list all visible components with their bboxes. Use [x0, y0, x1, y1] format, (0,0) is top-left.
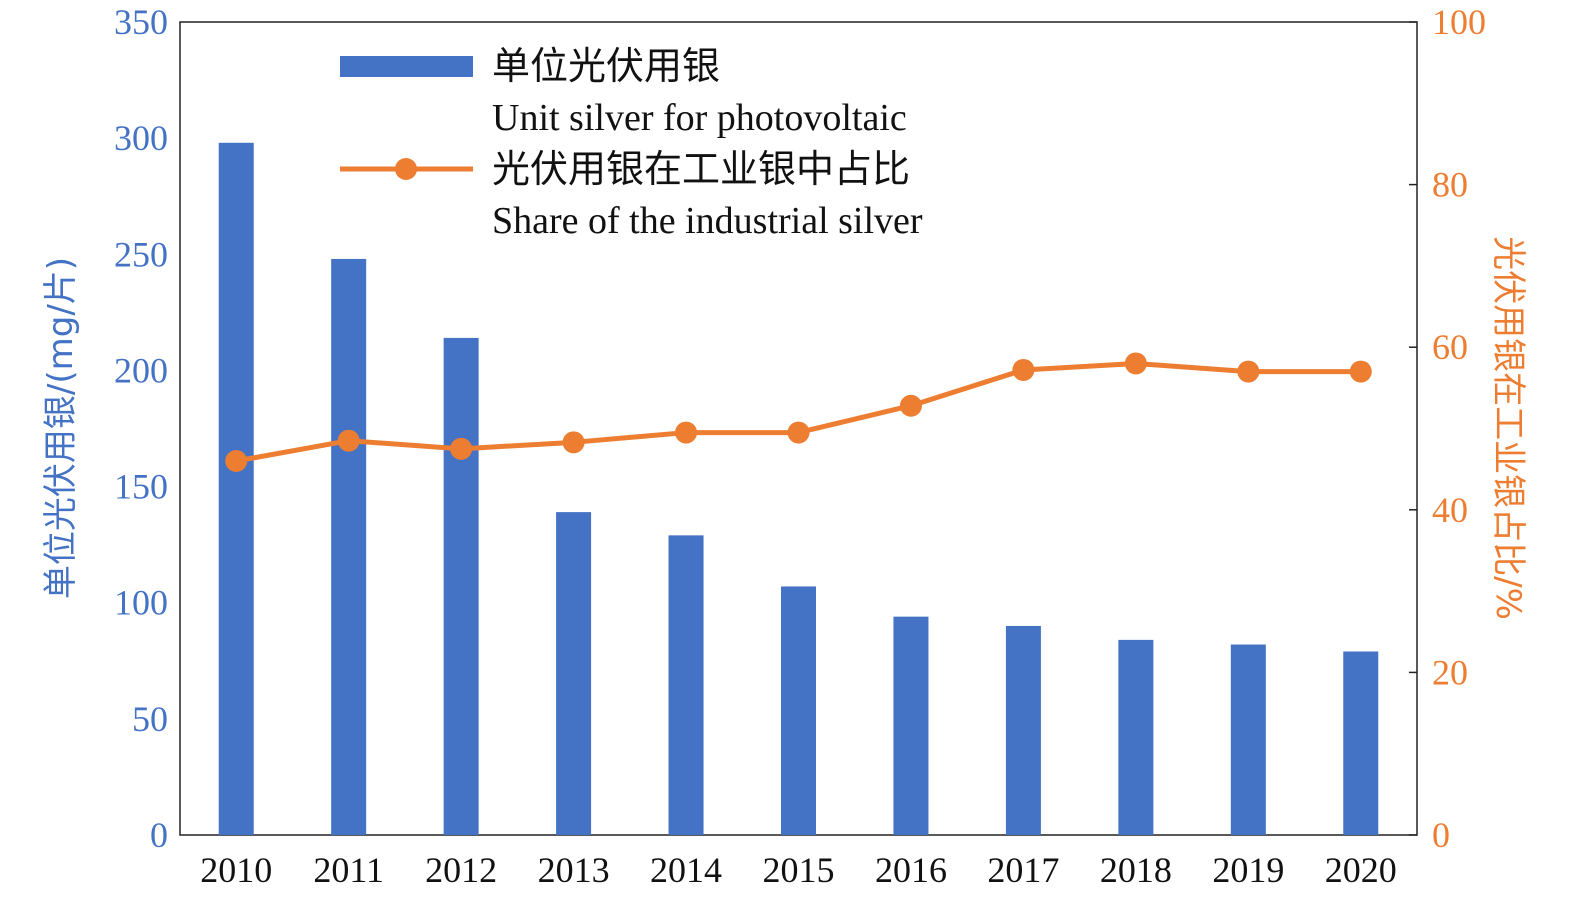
x-tick-label: 2013 — [538, 850, 610, 890]
right-tick-label: 0 — [1432, 815, 1450, 855]
right-tick-label: 60 — [1432, 327, 1468, 367]
legend-line-marker — [395, 158, 417, 180]
x-tick-label: 2012 — [425, 850, 497, 890]
legend-line-label-en: Share of the industrial silver — [492, 200, 923, 242]
x-tick-label: 2011 — [313, 850, 384, 890]
line-layer — [225, 352, 1372, 473]
line-point-2010 — [225, 450, 248, 473]
x-tick-label: 2015 — [763, 850, 835, 890]
x-tick-label: 2010 — [200, 850, 272, 890]
right-tick-label: 100 — [1432, 2, 1486, 42]
bar-2019 — [1230, 644, 1266, 835]
left-tick-label: 250 — [114, 234, 168, 274]
legend-line-label-cn: 光伏用银在工业银中占比 — [492, 149, 910, 191]
bar-2012 — [443, 337, 479, 835]
line-point-2019 — [1237, 360, 1260, 383]
right-axis-ticks: 0 20 40 60 80 100 — [1409, 2, 1486, 855]
left-axis-ticks: 0 50 100 150 200 250 300 350 — [114, 2, 168, 855]
legend-bar-label-en: Unit silver for photovoltaic — [492, 97, 907, 139]
line-point-2012 — [450, 437, 473, 460]
right-tick-label: 20 — [1432, 652, 1468, 692]
bar-2010 — [218, 142, 254, 835]
left-tick-label: 0 — [150, 815, 168, 855]
left-tick-label: 50 — [132, 699, 168, 739]
line-point-2015 — [787, 421, 810, 444]
legend-bar-label-cn: 单位光伏用银 — [492, 46, 720, 88]
bar-2013 — [556, 512, 592, 835]
legend: 单位光伏用银 Unit silver for photovoltaic 光伏用银… — [340, 46, 923, 242]
share-line — [235, 360, 1361, 464]
line-point-2013 — [562, 431, 585, 454]
bar-2020 — [1343, 651, 1379, 835]
left-tick-label: 350 — [114, 2, 168, 42]
right-tick-label: 80 — [1432, 165, 1468, 205]
line-point-2014 — [675, 421, 698, 444]
left-axis-label: 单位光伏用银/(mg/片) — [41, 257, 81, 599]
x-tick-label: 2016 — [875, 850, 947, 890]
bar-2014 — [668, 535, 704, 835]
line-point-2018 — [1124, 352, 1147, 375]
right-tick-label: 40 — [1432, 490, 1468, 530]
x-tick-label: 2018 — [1100, 850, 1172, 890]
x-tick-label: 2017 — [987, 850, 1059, 890]
right-axis-label: 光伏用银在工业银占比/% — [1488, 236, 1528, 620]
x-tick-label: 2014 — [650, 850, 722, 890]
legend-bar-swatch — [340, 56, 473, 77]
bars-layer — [218, 142, 1379, 836]
x-axis-ticks: 2010 2011 2012 2013 2014 2015 2016 2017 2018 2019… — [200, 850, 1397, 890]
line-point-2011 — [337, 429, 360, 452]
bar-2018 — [1118, 639, 1154, 835]
x-tick-label: 2019 — [1212, 850, 1284, 890]
bar-2015 — [781, 586, 816, 835]
line-point-2017 — [1012, 358, 1035, 381]
line-point-2016 — [899, 394, 922, 417]
left-tick-label: 150 — [114, 467, 168, 507]
line-point-2020 — [1349, 360, 1372, 383]
bar-2016 — [893, 616, 929, 835]
left-tick-label: 300 — [114, 118, 168, 158]
left-tick-label: 100 — [114, 583, 168, 623]
x-tick-label: 2020 — [1325, 850, 1397, 890]
bar-2011 — [331, 258, 367, 836]
left-tick-label: 200 — [114, 350, 168, 390]
bar-2017 — [1005, 625, 1041, 835]
